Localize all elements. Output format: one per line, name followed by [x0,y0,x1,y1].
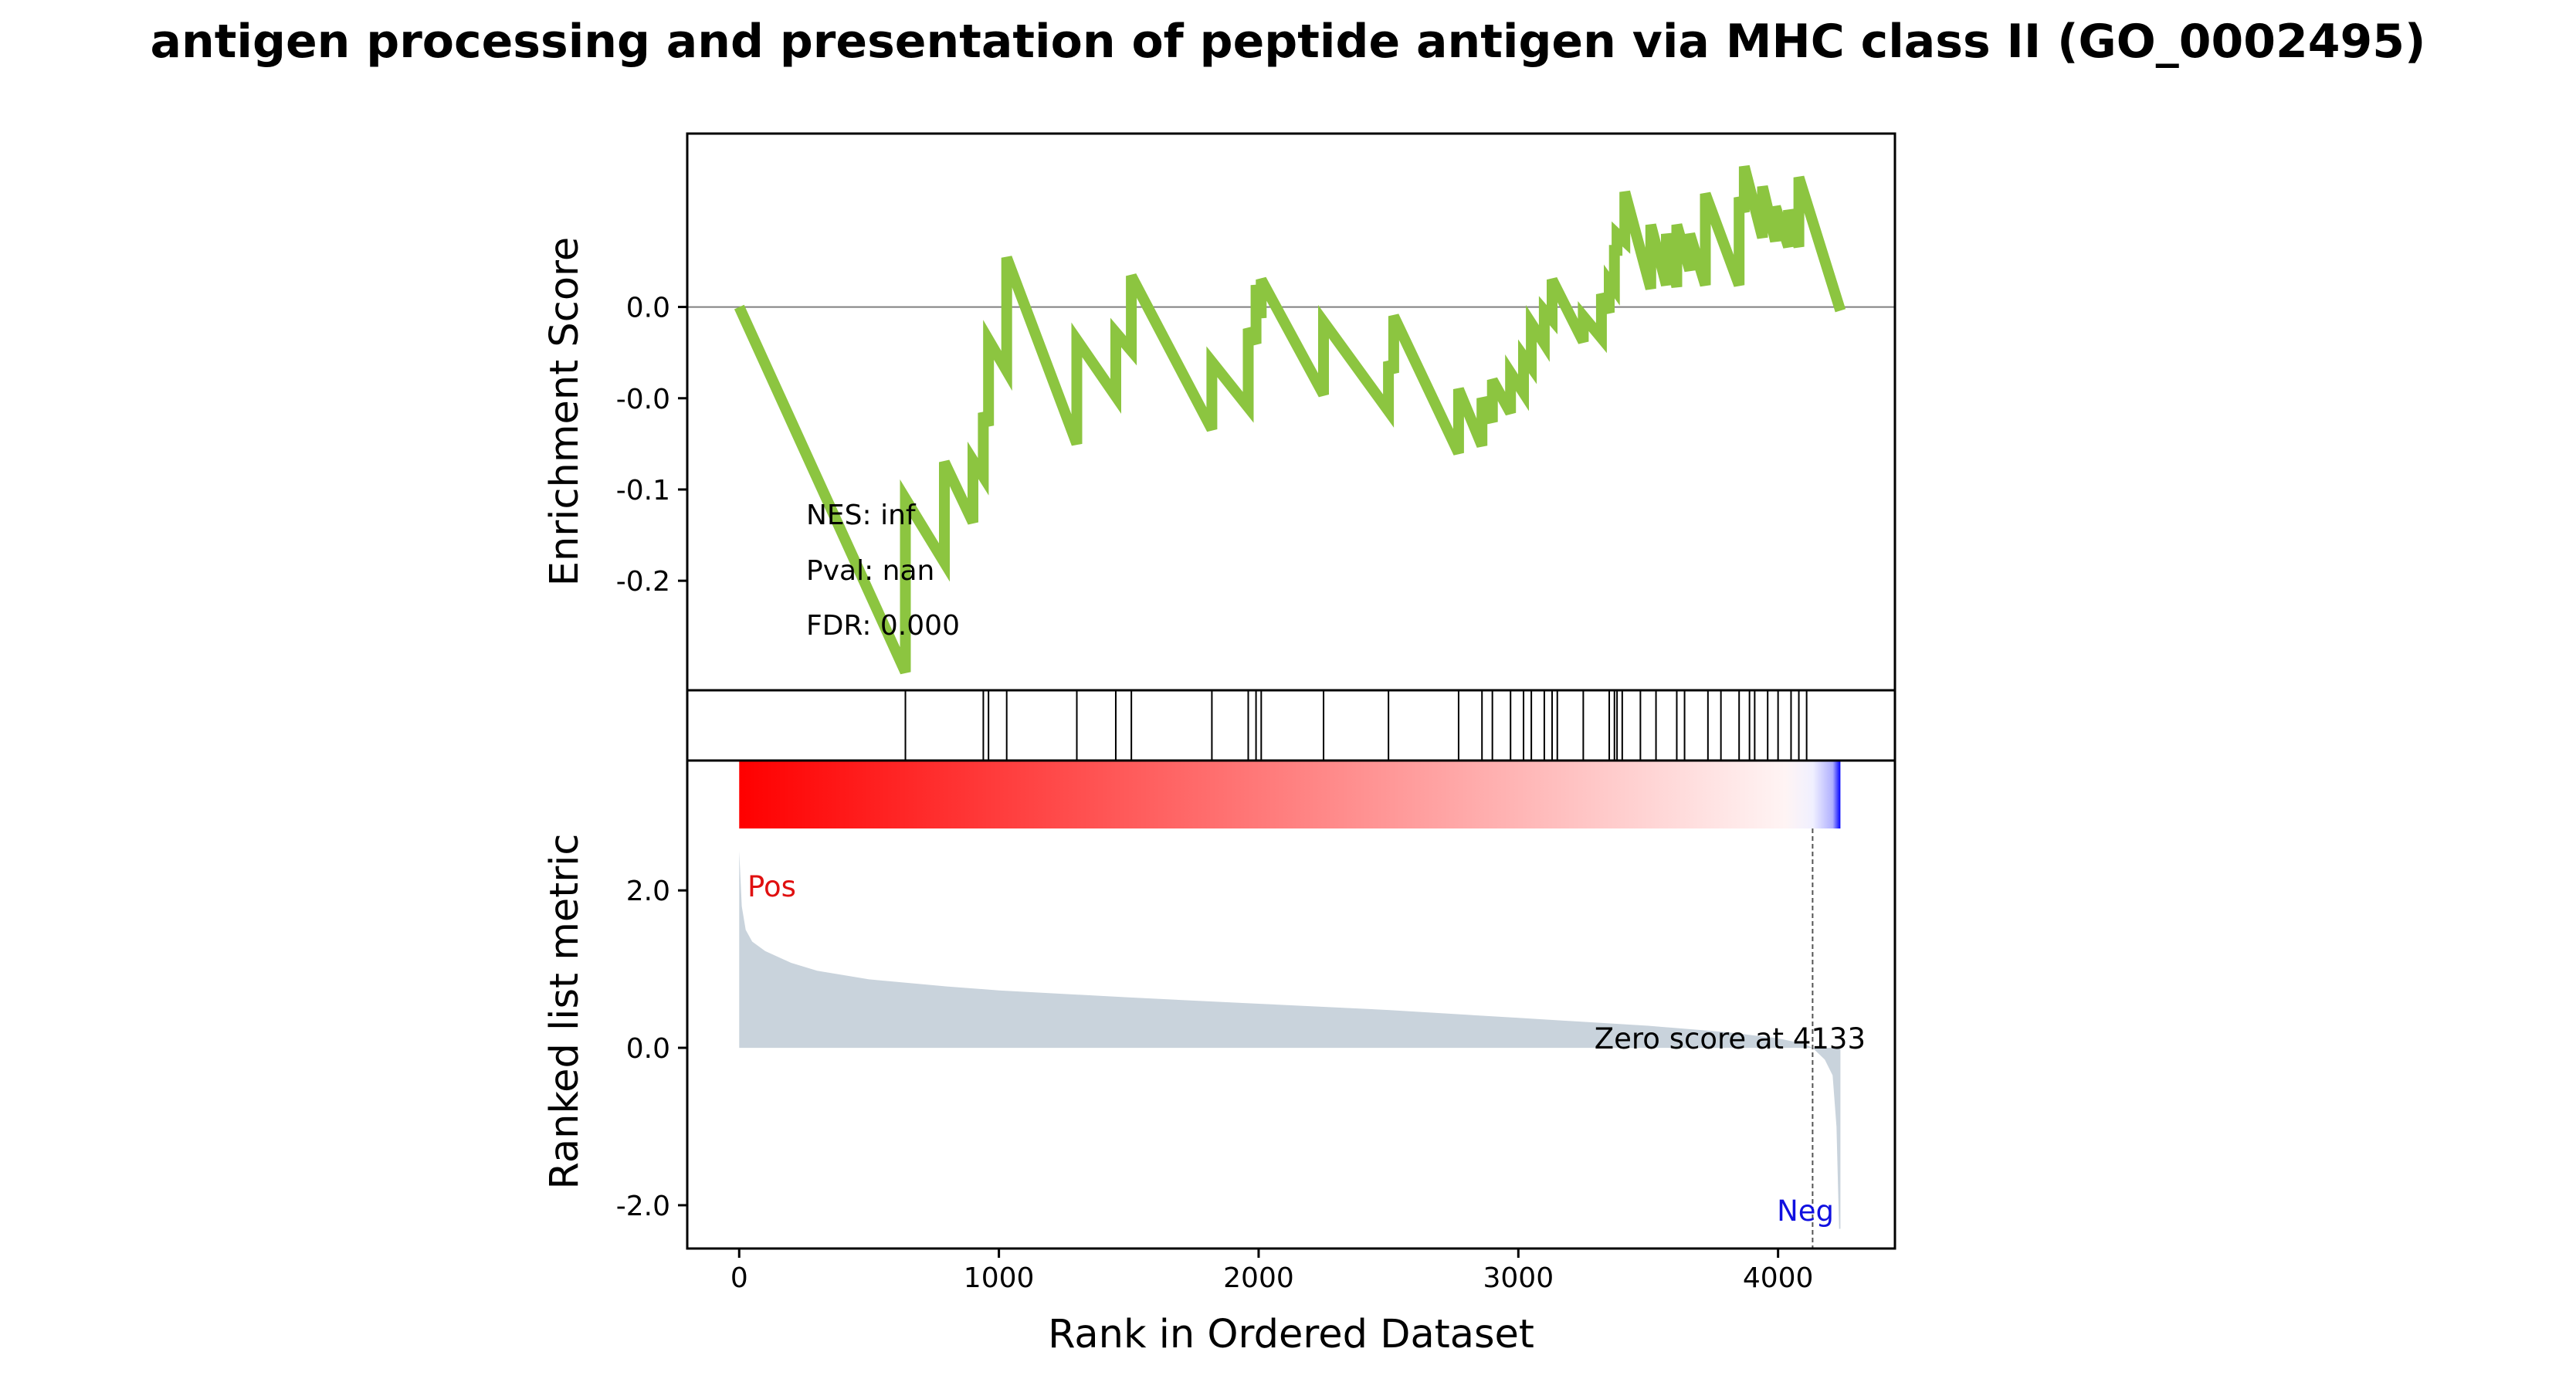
hit-markers [904,690,1808,761]
es-y-ticks: 0.0 -0.0 -0.1 -0.2 [616,293,687,598]
gene-hits-frame [686,689,1896,762]
x-tick-label: 4000 [1743,1262,1814,1294]
pval-label: Pval: nan [806,555,934,587]
rank-color-bar [739,761,1841,828]
metric-y-ticks: 2.0 0.0 -2.0 [616,876,687,1222]
x-tick-label: 1000 [964,1262,1035,1294]
enrichment-score-ylabel: Enrichment Score [542,237,588,586]
fdr-label: FDR: 0.000 [806,610,960,642]
es-y-tick-label: -0.1 [616,475,670,507]
es-y-tick-label: 0.0 [626,293,670,324]
metric-y-tick-label: 0.0 [626,1033,670,1065]
metric-y-tick-label: -2.0 [616,1191,670,1222]
x-tick-label: 3000 [1483,1262,1554,1294]
pos-label: Pos [747,870,796,903]
ranked-metric-area [739,851,1841,1229]
es-y-tick-label: -0.0 [616,384,670,415]
chart-title: antigen processing and presentation of p… [151,15,2426,69]
zero-score-label: Zero score at 4133 [1595,1022,1866,1055]
es-y-tick-label: -0.2 [616,566,670,598]
neg-label: Neg [1777,1194,1834,1228]
nes-label: NES: inf [806,500,917,531]
x-tick-label: 0 [730,1262,748,1294]
x-axis: 0 1000 2000 3000 4000 [730,1249,1814,1294]
ranked-metric-panel: 2.0 0.0 -2.0 Pos Neg Zero score at 4133 Ra… [542,759,1896,1250]
gene-hits-panel [686,689,1896,762]
x-tick-label: 2000 [1223,1262,1294,1294]
metric-y-tick-label: 2.0 [626,876,670,907]
ranked-metric-frame [686,759,1896,1250]
x-axis-label: Rank in Ordered Dataset [1048,1312,1534,1357]
enrichment-score-line [734,164,1846,675]
ranked-metric-ylabel: Ranked list metric [542,834,588,1190]
enrichment-panel: 0.0 -0.0 -0.1 -0.2 NES: inf Pval: nan FDR: … [542,132,1896,692]
